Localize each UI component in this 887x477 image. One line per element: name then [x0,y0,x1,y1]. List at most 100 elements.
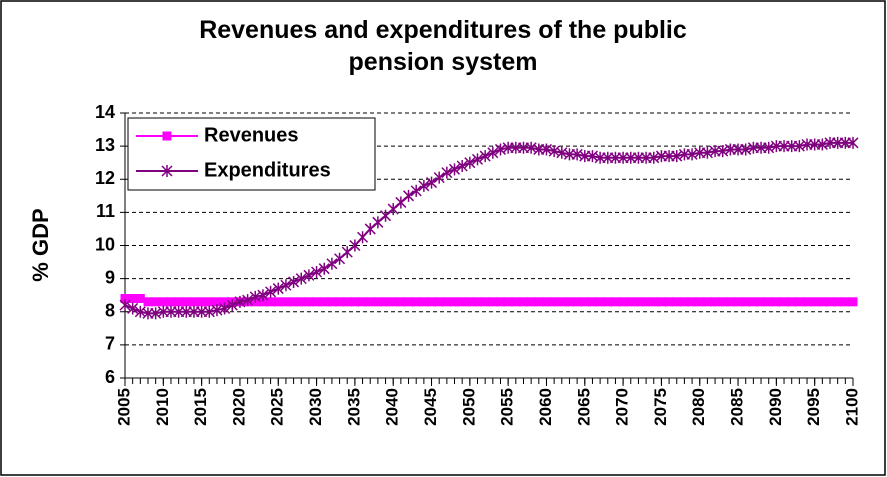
marker [595,297,605,307]
marker [695,297,705,307]
marker [289,297,299,307]
marker [787,297,797,307]
marker [817,297,827,307]
marker [166,297,176,307]
marker [434,297,444,307]
marker [771,297,781,307]
marker [541,297,551,307]
marker [456,160,468,172]
x-tick-label: 2095 [804,388,823,426]
marker [273,297,283,307]
x-tick-label: 2050 [459,388,478,426]
marker [127,302,139,315]
marker [465,297,475,307]
marker [725,297,735,307]
marker [381,297,391,307]
marker [266,297,276,307]
x-tick-label: 2020 [229,388,248,426]
marker [219,302,231,315]
marker [649,297,659,307]
marker [280,279,292,292]
x-tick-label: 2045 [421,388,440,426]
marker [204,297,214,307]
marker [365,297,375,307]
marker [733,297,743,307]
marker [296,297,306,307]
marker [265,285,277,298]
marker [427,297,437,307]
marker [741,297,751,307]
marker [572,297,582,307]
marker [181,297,191,307]
chart-title: Revenues and expenditures of the public … [199,16,687,76]
y-tick-label: 7 [105,334,115,354]
marker [479,150,491,163]
marker [495,297,505,307]
marker [587,297,597,307]
marker [410,184,422,197]
marker [161,165,173,177]
marker [327,297,337,307]
marker [358,297,368,307]
marker [441,166,453,179]
y-tick-label: 12 [95,168,115,188]
x-tick-label: 2080 [689,388,708,426]
marker [718,297,728,307]
marker [702,297,712,307]
marker [433,171,445,184]
y-tick-label: 14 [95,102,115,122]
marker [220,297,230,307]
marker [242,294,254,307]
marker [151,297,161,307]
marker [281,297,291,307]
marker [840,297,850,307]
marker [272,282,284,295]
marker [847,136,859,149]
marker [464,156,476,169]
legend-label: Revenues [204,124,299,146]
marker [488,297,498,307]
x-tick-label: 2025 [268,388,287,426]
marker [212,297,222,307]
marker [610,297,620,307]
marker [557,297,567,307]
marker [158,297,168,307]
marker [135,294,145,303]
marker [295,272,307,285]
marker [120,294,130,303]
marker [373,297,383,307]
marker [143,297,153,307]
x-tick-label: 2030 [306,388,325,426]
marker [326,257,338,270]
marker [779,297,789,307]
marker [656,297,666,307]
marker [418,179,430,192]
x-tick-label: 2070 [613,388,632,426]
marker [411,297,421,307]
x-tick-label: 2100 [842,388,861,426]
marker [388,297,398,307]
y-tick-label: 10 [95,234,115,254]
marker [480,297,490,307]
x-tick-label: 2075 [651,388,670,426]
marker [534,297,544,307]
marker [448,163,461,176]
x-tick-label: 2090 [766,388,785,426]
marker [288,275,300,288]
legend-box [127,117,376,191]
x-tick-label: 2040 [383,388,402,426]
marker [710,297,720,307]
marker [226,299,238,312]
marker [425,176,438,189]
marker [119,299,131,312]
marker [404,297,414,307]
marker [396,297,406,307]
marker [162,131,172,141]
marker [664,297,674,307]
marker [618,297,628,307]
marker [350,297,360,307]
marker [518,297,528,307]
marker [335,297,345,307]
